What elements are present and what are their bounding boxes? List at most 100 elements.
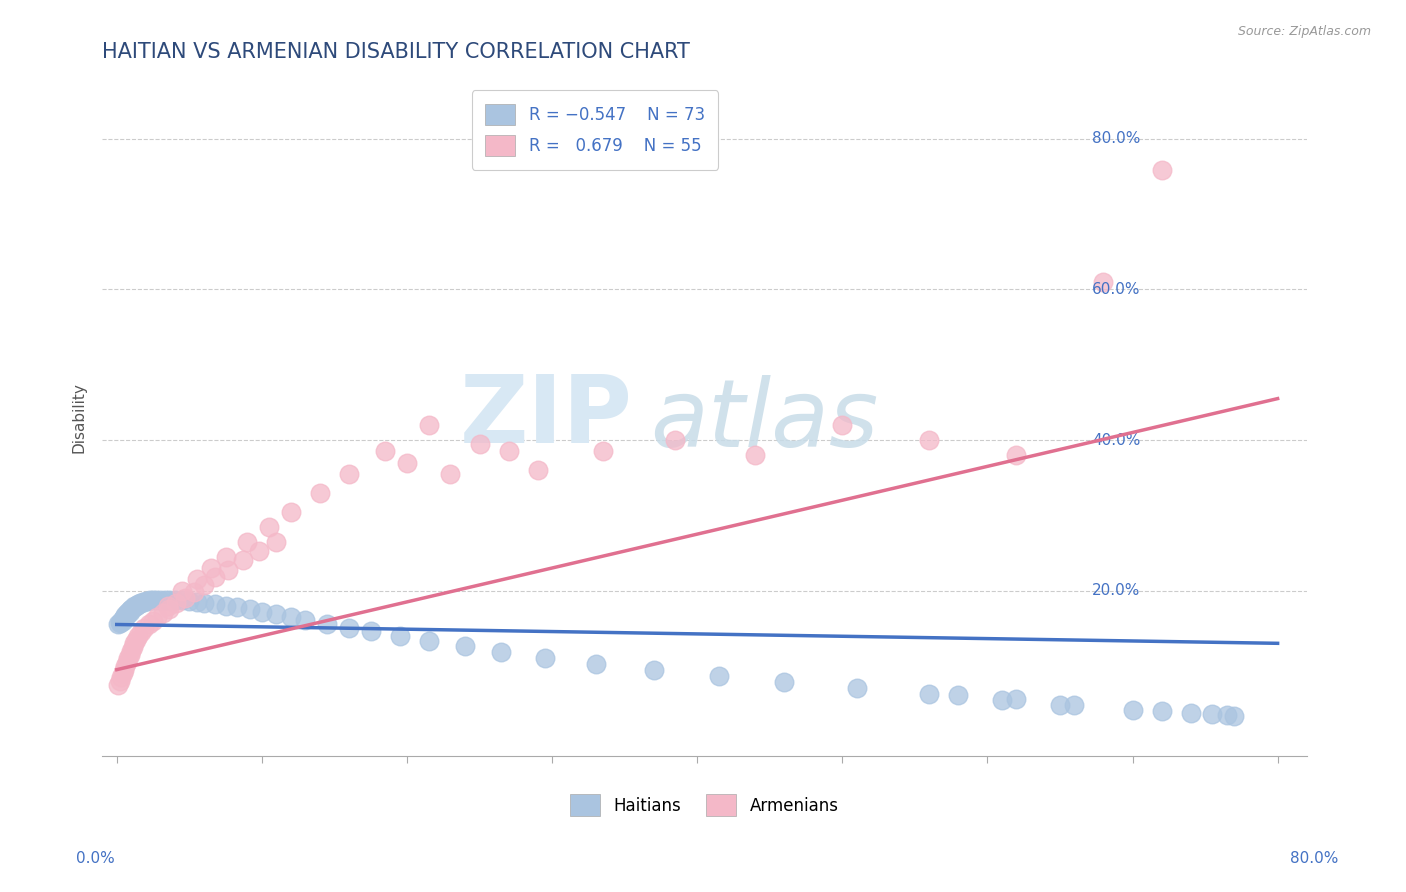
Point xyxy=(108,673,131,688)
Point xyxy=(1092,275,1115,289)
Point xyxy=(127,629,149,643)
Point xyxy=(153,592,176,607)
Point xyxy=(257,519,280,533)
Point xyxy=(294,613,316,627)
Point xyxy=(585,657,607,671)
Point xyxy=(991,693,1014,707)
Text: 60.0%: 60.0% xyxy=(1092,282,1140,297)
Point xyxy=(131,596,153,610)
Point xyxy=(337,467,360,481)
Point xyxy=(316,616,339,631)
Point xyxy=(115,607,138,622)
Text: 80.0%: 80.0% xyxy=(1092,131,1140,146)
Point xyxy=(217,562,239,576)
Point xyxy=(170,583,193,598)
Point xyxy=(120,644,142,658)
Point xyxy=(388,629,411,643)
Point xyxy=(247,544,270,558)
Point xyxy=(744,448,766,462)
Point xyxy=(592,444,614,458)
Point xyxy=(136,594,159,608)
Point xyxy=(439,467,461,481)
Point xyxy=(186,572,208,586)
Point xyxy=(115,606,138,620)
Point xyxy=(374,444,396,458)
Point xyxy=(111,614,134,628)
Point xyxy=(122,599,145,614)
Point xyxy=(129,596,152,610)
Point xyxy=(118,648,141,662)
Point xyxy=(125,598,148,612)
Point xyxy=(135,594,157,608)
Point xyxy=(110,615,132,630)
Point xyxy=(468,437,491,451)
Point xyxy=(124,632,146,647)
Point xyxy=(845,681,868,695)
Point xyxy=(115,655,138,669)
Point xyxy=(110,614,132,628)
Point xyxy=(309,485,332,500)
Point xyxy=(186,595,208,609)
Point xyxy=(1150,163,1173,178)
Point xyxy=(1049,698,1071,712)
Point xyxy=(395,456,418,470)
Point xyxy=(643,663,665,677)
Point xyxy=(114,608,136,623)
Y-axis label: Disability: Disability xyxy=(72,382,86,453)
Text: 0.0%: 0.0% xyxy=(76,851,115,865)
Point xyxy=(250,605,273,619)
Point xyxy=(117,606,139,620)
Point xyxy=(183,585,205,599)
Text: 20.0%: 20.0% xyxy=(1092,583,1140,599)
Point xyxy=(193,596,215,610)
Point xyxy=(107,678,129,692)
Text: 40.0%: 40.0% xyxy=(1092,433,1140,448)
Point xyxy=(266,607,288,621)
Point xyxy=(773,674,796,689)
Point xyxy=(132,595,155,609)
Point xyxy=(157,602,180,616)
Point xyxy=(174,591,197,606)
Point xyxy=(664,433,686,447)
Point xyxy=(157,592,180,607)
Point xyxy=(138,617,160,632)
Point xyxy=(239,602,262,616)
Point xyxy=(170,593,193,607)
Text: ZIP: ZIP xyxy=(460,371,633,464)
Point xyxy=(152,606,174,620)
Point xyxy=(200,561,222,575)
Point xyxy=(498,444,520,458)
Legend: Haitians, Armenians: Haitians, Armenians xyxy=(564,788,845,822)
Point xyxy=(214,599,236,613)
Point xyxy=(142,614,165,628)
Point xyxy=(232,553,254,567)
Point xyxy=(114,610,136,624)
Point xyxy=(110,670,132,684)
Point xyxy=(266,534,288,549)
Point xyxy=(134,621,156,635)
Point xyxy=(360,624,382,639)
Point xyxy=(118,603,141,617)
Point xyxy=(118,605,141,619)
Point xyxy=(204,597,226,611)
Point xyxy=(1005,448,1028,462)
Point xyxy=(111,666,134,681)
Point xyxy=(418,634,440,648)
Point xyxy=(418,417,440,432)
Point xyxy=(214,549,236,564)
Point xyxy=(112,663,135,677)
Point xyxy=(280,610,302,624)
Point xyxy=(831,417,853,432)
Point xyxy=(124,599,146,613)
Point xyxy=(1121,702,1143,716)
Point xyxy=(1150,704,1173,718)
Point xyxy=(131,625,153,640)
Point xyxy=(337,620,360,634)
Point xyxy=(236,534,259,549)
Point xyxy=(111,612,134,626)
Point xyxy=(122,636,145,650)
Point xyxy=(918,687,941,701)
Point xyxy=(120,602,142,616)
Point xyxy=(121,640,143,654)
Point xyxy=(163,592,186,607)
